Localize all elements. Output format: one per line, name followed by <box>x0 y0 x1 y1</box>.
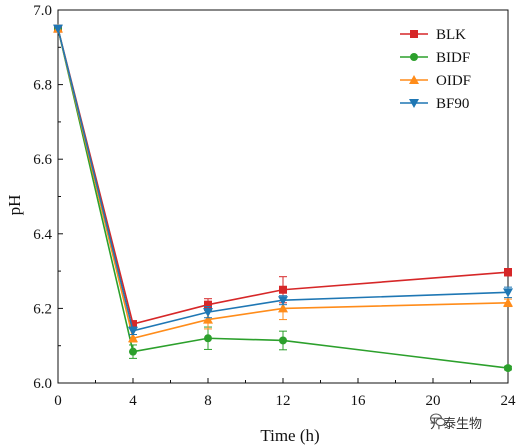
data-point <box>279 285 287 294</box>
legend-label: OIDF <box>436 73 471 89</box>
x-tick-label: 20 <box>426 393 441 409</box>
data-point <box>204 334 212 343</box>
x-tick-label: 16 <box>351 393 367 409</box>
data-point <box>203 308 213 318</box>
legend-label: BIDF <box>436 50 470 66</box>
y-tick-label: 6.8 <box>33 78 52 94</box>
y-tick-label: 6.4 <box>33 227 52 243</box>
data-point <box>128 333 138 343</box>
data-point <box>503 288 513 298</box>
legend-marker <box>410 30 418 38</box>
legend-label: BLK <box>436 27 466 43</box>
data-point <box>129 347 137 356</box>
watermark: 开泰生物 <box>430 413 482 432</box>
y-axis-title: pH <box>5 195 24 216</box>
data-point <box>503 297 513 307</box>
y-tick-label: 7.0 <box>33 3 52 19</box>
data-point <box>504 364 512 373</box>
x-tick-label: 0 <box>54 393 62 409</box>
data-point <box>53 24 63 34</box>
legend-item-oidf: OIDF <box>400 73 471 89</box>
data-point <box>504 268 512 277</box>
x-tick-label: 8 <box>204 393 212 409</box>
y-tick-label: 6.2 <box>33 301 52 317</box>
series-bf90 <box>53 24 513 336</box>
y-tick-label: 6.6 <box>33 152 52 168</box>
y-tick-label: 6.0 <box>33 376 52 392</box>
x-tick-label: 12 <box>276 393 291 409</box>
legend-item-blk: BLK <box>400 27 466 43</box>
legend-item-bidf: BIDF <box>400 50 470 66</box>
legend-item-bf90: BF90 <box>400 96 469 112</box>
series-group <box>53 23 513 373</box>
x-axis-title: Time (h) <box>260 426 319 445</box>
y-ticks: 6.0 6.2 6.4 6.6 6.8 7.0 <box>33 3 63 392</box>
x-ticks: 0 4 8 12 16 20 24 <box>54 378 516 409</box>
data-point <box>128 326 138 336</box>
legend-marker <box>410 53 418 61</box>
data-point <box>203 314 213 324</box>
data-point <box>129 320 137 329</box>
legend-label: BF90 <box>436 96 469 112</box>
legend-marker <box>409 75 419 84</box>
data-point <box>278 303 288 313</box>
x-tick-label: 24 <box>501 393 517 409</box>
legend-marker <box>409 99 419 108</box>
data-point <box>278 296 288 306</box>
legend: BLK BIDF OIDF BF90 <box>400 27 471 112</box>
wechat-icon <box>430 413 446 427</box>
data-point <box>279 336 287 345</box>
series-blk <box>54 24 512 329</box>
data-point <box>204 300 212 309</box>
x-tick-label: 4 <box>129 393 137 409</box>
